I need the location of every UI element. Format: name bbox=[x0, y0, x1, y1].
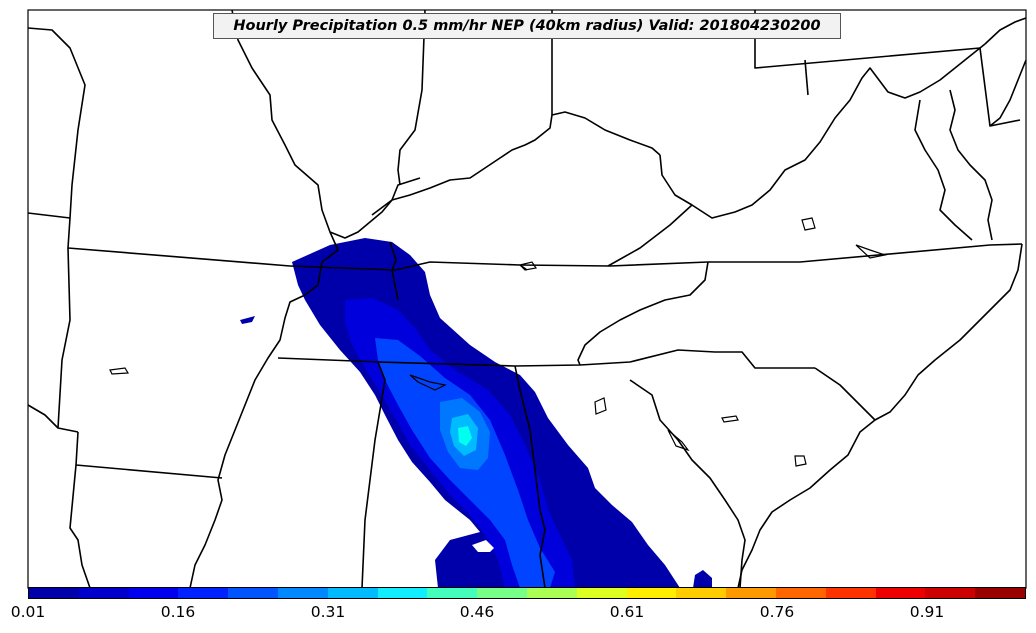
state-boundaries bbox=[27, 9, 1027, 589]
colorbar-tick-6: 0.76 bbox=[759, 603, 795, 621]
colorbar-segment bbox=[825, 588, 876, 598]
lakes bbox=[109, 217, 888, 467]
colorbar-segment bbox=[975, 588, 1025, 598]
colorbar bbox=[28, 587, 1026, 599]
colorbar-segment bbox=[676, 588, 727, 598]
colorbar-segment bbox=[377, 588, 428, 598]
colorbar-segment bbox=[128, 588, 179, 598]
colorbar-tick-4: 0.46 bbox=[459, 603, 495, 621]
colorbar-tick-2: 0.16 bbox=[160, 603, 196, 621]
colorbar-segment bbox=[78, 588, 129, 598]
colorbar-segment bbox=[726, 588, 776, 598]
colorbar-segment bbox=[526, 588, 577, 598]
colorbar-segment bbox=[925, 588, 976, 598]
colorbar-tick-7: 0.91 bbox=[909, 603, 945, 621]
field-level-1b bbox=[693, 570, 712, 588]
precipitation-field bbox=[240, 238, 712, 588]
field-hole bbox=[472, 540, 494, 552]
colorbar-segment bbox=[775, 588, 826, 598]
colorbar-segment bbox=[277, 588, 328, 598]
colorbar-tick-1: 0.01 bbox=[10, 603, 46, 621]
field-level-1c bbox=[240, 316, 255, 324]
field-level-6 bbox=[458, 426, 472, 446]
map-title: Hourly Precipitation 0.5 mm/hr NEP (40km… bbox=[213, 13, 841, 39]
colorbar-segment bbox=[477, 588, 527, 598]
colorbar-segment bbox=[427, 588, 478, 598]
colorbar-tick-5: 0.61 bbox=[609, 603, 645, 621]
colorbar-segment bbox=[29, 588, 79, 598]
colorbar-segment bbox=[626, 588, 677, 598]
colorbar-segment bbox=[228, 588, 278, 598]
colorbar-segment bbox=[178, 588, 229, 598]
colorbar-tick-3: 0.31 bbox=[310, 603, 346, 621]
colorbar-segment bbox=[576, 588, 627, 598]
colorbar-segment bbox=[327, 588, 378, 598]
colorbar-segment bbox=[875, 588, 926, 598]
